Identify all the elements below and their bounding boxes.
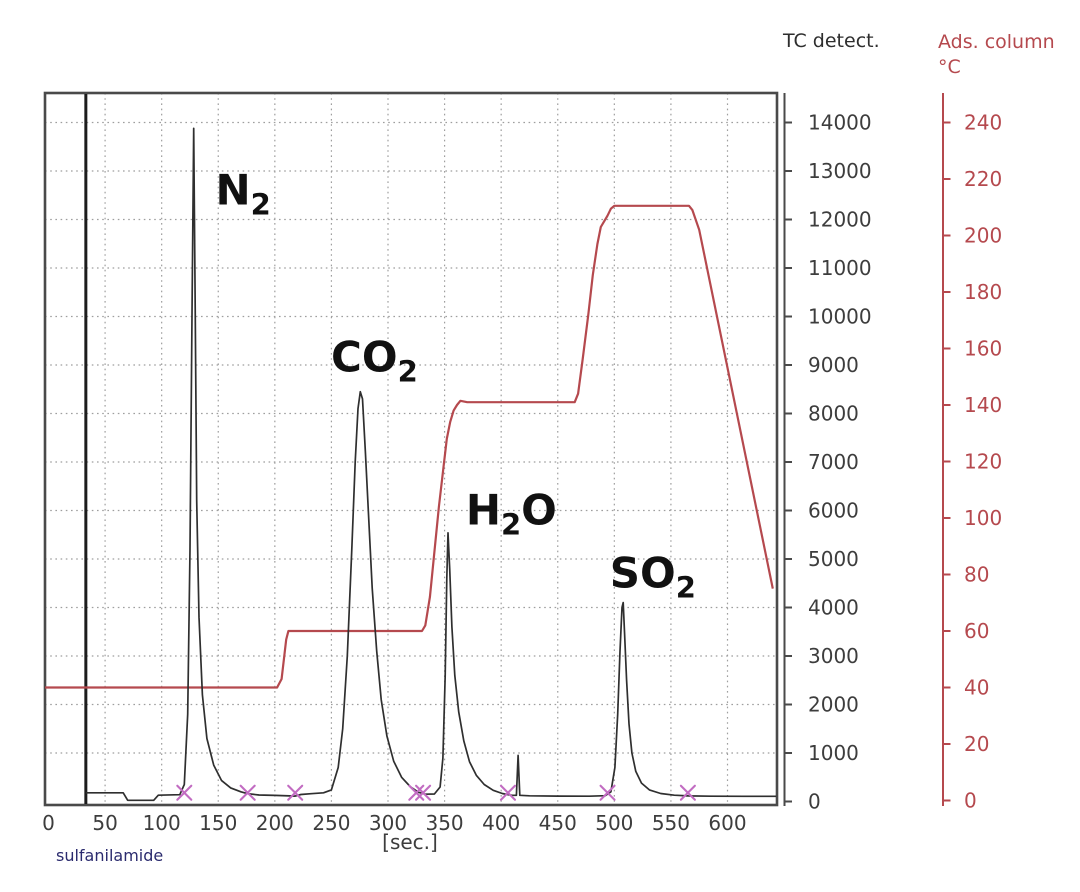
adsorption-column-axis-title: Ads. column °C [938,30,1055,79]
time-axis-tick-label: 400 [482,811,520,835]
time-axis-tick-label: 550 [652,811,690,835]
tc-axis-tick-label: 4000 [808,596,859,620]
tc-axis-tick-label: 7000 [808,450,859,474]
peak-label-segment: N [215,165,250,214]
time-axis-tick-label: 450 [539,811,577,835]
peak-boundary-x-icon [599,784,616,801]
time-axis-tick-label: 0 [42,811,55,835]
peak-label: SO2 [610,549,696,605]
peak-boundary-x-icon [287,784,304,801]
temperature-axis-tick-label: 40 [964,676,989,700]
adsorption-column-axis-title-unit: °C [938,55,961,78]
temperature-axis-tick-label: 80 [964,563,989,587]
tc-axis-tick-label: 8000 [808,402,859,426]
tc-axis-tick-label: 6000 [808,499,859,523]
temperature-axis-tick-label: 220 [964,167,1002,191]
tc-axis-tick-label: 13000 [808,159,872,183]
temperature-axis-tick-label: 0 [964,789,977,813]
tc-detector-axis-title: TC detect. [783,30,880,52]
temperature-curve [45,204,774,689]
tc-axis-tick-label: 0 [808,790,821,814]
time-axis-tick-label: 500 [595,811,633,835]
temperature-axis-tick-label: 120 [964,450,1002,474]
time-axis-tick-label: 350 [425,811,463,835]
time-axis-tick-label: 200 [256,811,294,835]
tc-axis-tick-label: 1000 [808,741,859,765]
tc-detector-trace [85,127,777,802]
time-axis-tick-label: 150 [199,811,237,835]
time-axis-tick-label: 100 [143,811,181,835]
x-axis-unit-label: [sec.] [382,830,438,854]
tc-axis-tick-label: 11000 [808,256,872,280]
temperature-axis-tick-label: 200 [964,224,1002,248]
peak-boundary-x-icon [408,784,425,801]
adsorption-column-axis-title-line1: Ads. column [938,31,1055,53]
temperature-axis-tick-label: 140 [964,393,1002,417]
grid [45,93,777,805]
peak-boundary-x-icon [415,784,432,801]
time-axis: 0 50 100 150 200 250 300 350 400 450 500 550 600 [42,811,746,835]
tc-axis-tick-label: 10000 [808,305,872,329]
time-axis-tick-label: 50 [92,811,117,835]
sample-name-label: sulfanilamide [56,846,164,865]
temperature-axis-tick-label: 100 [964,506,1002,530]
peak-label-segment: CO [331,333,398,382]
temperature-axis-tick-label: 160 [964,337,1002,361]
tc-axis-tick-label: 3000 [808,644,859,668]
peak-label: H2O [466,486,557,542]
peak-label: CO2 [331,333,418,389]
time-axis-tick-label: 250 [312,811,350,835]
tc-axis-tick-label: 14000 [808,111,872,135]
peak-label: N2 [215,165,270,221]
tc-axis-tick-label: 12000 [808,208,872,232]
temperature-axis-tick-label: 240 [964,111,1002,135]
peak-label-segment: 2 [676,571,696,605]
peak-label-segment: O [521,486,557,535]
temperature-axis: 0 20 40 60 80 100 120 140 160 180 200 220 240 [942,93,1002,813]
peak-boundary-x-icon [679,784,696,801]
peak-boundary-x-icon [176,784,193,801]
temperature-axis-tick-label: 20 [964,732,989,756]
temperature-axis-tick-label: 60 [964,619,989,643]
time-axis-tick-label: 300 [369,811,407,835]
peak-label-segment: H [466,486,501,535]
peak-label-segment: 2 [251,187,271,221]
time-axis-tick-label: 600 [708,811,746,835]
peak-boundary-x-icon [239,784,256,801]
peak-label-segment: SO [610,549,676,598]
tc-axis-tick-label: 9000 [808,353,859,377]
tc-axis-tick-label: 2000 [808,693,859,717]
peak-boundary-markers [176,784,696,801]
peak-label-segment: 2 [398,355,418,389]
temperature-axis-tick-label: 180 [964,280,1002,304]
peak-boundary-x-icon [499,784,517,801]
tc-axis-tick-label: 5000 [808,547,859,571]
plot-frame [43,91,779,807]
peak-label-segment: 2 [501,508,521,542]
tc-value-axis: 0 1000 2000 3000 4000 5000 6000 7000 8000 9000 100… [783,93,872,814]
